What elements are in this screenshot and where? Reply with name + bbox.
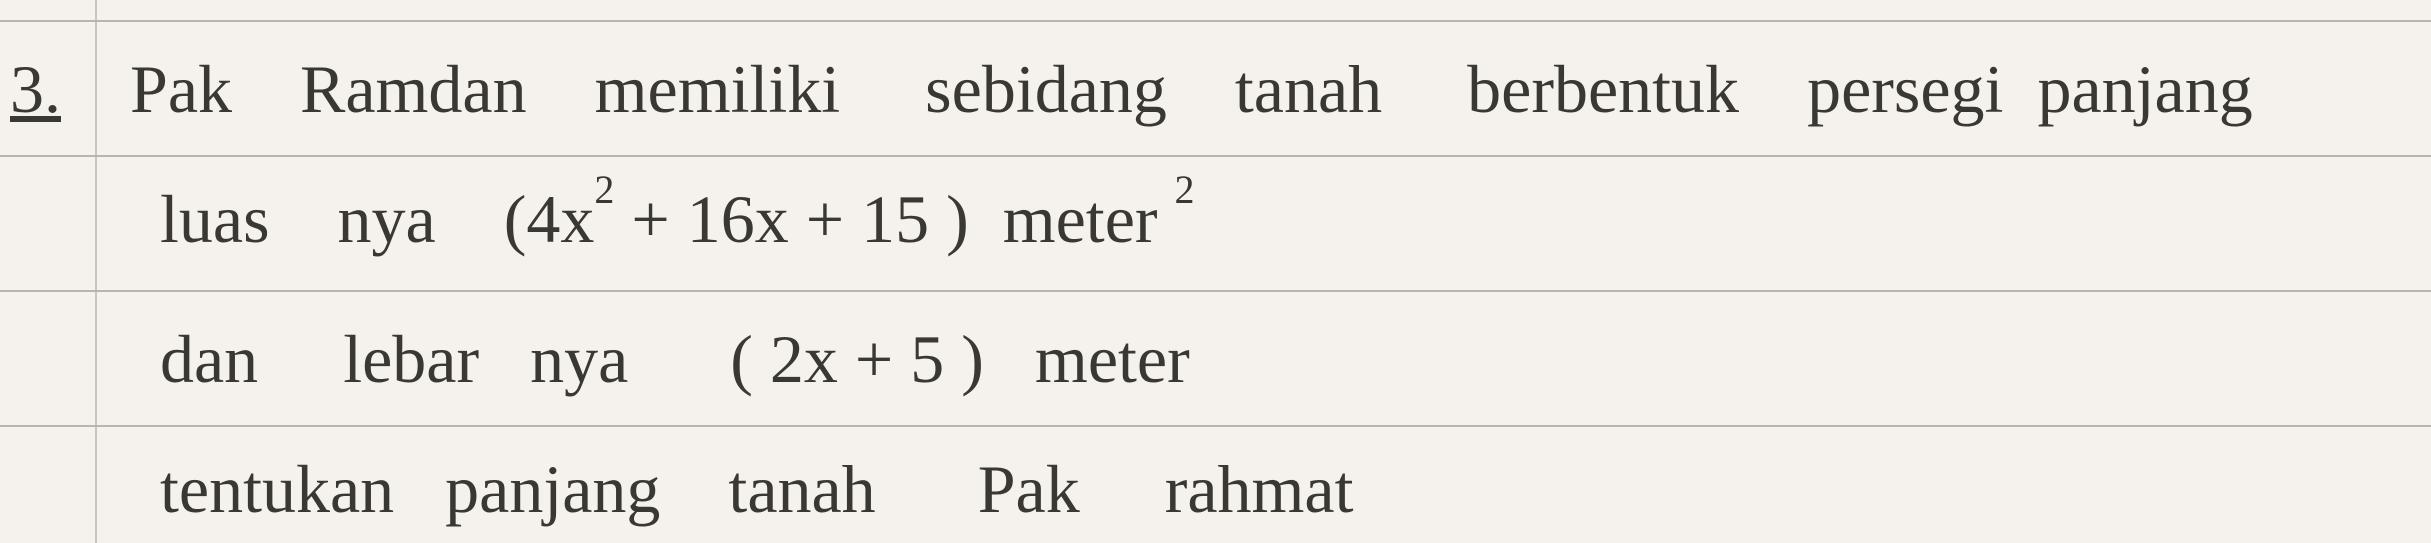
word: panjang bbox=[2037, 51, 2252, 127]
line-1-content: Pak Ramdan memiliki sebidang tanah berbe… bbox=[130, 50, 2253, 129]
word: nya bbox=[530, 321, 628, 397]
word: tentukan bbox=[160, 451, 394, 527]
expression-part: + 16x + 15 ) bbox=[614, 181, 968, 257]
word: tanah bbox=[1235, 51, 1382, 127]
word: lebar bbox=[343, 321, 479, 397]
word: persegi bbox=[1807, 51, 2003, 127]
question-number: 3. bbox=[10, 50, 61, 129]
word: tanah bbox=[728, 451, 875, 527]
ruled-line bbox=[0, 155, 2431, 157]
word: nya bbox=[338, 181, 436, 257]
line-2-content: luas nya (4x2 + 16x + 15 ) meter 2 bbox=[160, 180, 1195, 259]
line-3-content: dan lebar nya ( 2x + 5 ) meter bbox=[160, 320, 1190, 399]
word: luas bbox=[160, 181, 270, 257]
expression: ( 2x + 5 ) bbox=[730, 321, 984, 397]
word: memiliki bbox=[595, 51, 841, 127]
unit: meter bbox=[1003, 181, 1158, 257]
ruled-line bbox=[0, 20, 2431, 22]
word: Pak bbox=[130, 51, 232, 127]
expression-part: (4x bbox=[504, 181, 595, 257]
word: sebidang bbox=[925, 51, 1167, 127]
word: rahmat bbox=[1165, 451, 1354, 527]
ruled-line bbox=[0, 290, 2431, 292]
word: berbentuk bbox=[1467, 51, 1739, 127]
word: Pak bbox=[978, 451, 1080, 527]
lined-paper: 3. Pak Ramdan memiliki sebidang tanah be… bbox=[0, 0, 2431, 543]
word: Ramdan bbox=[300, 51, 527, 127]
word: panjang bbox=[445, 451, 660, 527]
unit: meter bbox=[1035, 321, 1190, 397]
line-4-content: tentukan panjang tanah Pak rahmat bbox=[160, 450, 1353, 529]
ruled-line bbox=[0, 425, 2431, 427]
margin-line bbox=[95, 0, 97, 543]
exponent: 2 bbox=[1175, 167, 1195, 212]
exponent: 2 bbox=[594, 167, 614, 212]
word: dan bbox=[160, 321, 258, 397]
